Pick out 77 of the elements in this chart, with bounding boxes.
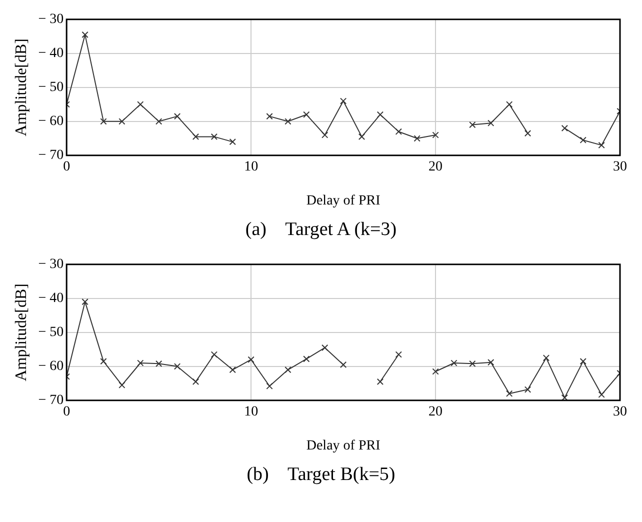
point bbox=[82, 298, 88, 306]
point bbox=[82, 31, 88, 38]
x-tick-label: 30 bbox=[613, 159, 627, 174]
point bbox=[598, 391, 605, 398]
point bbox=[192, 133, 200, 140]
point bbox=[524, 130, 532, 137]
x-axis-title: Delay of PRI bbox=[306, 193, 381, 208]
point bbox=[414, 135, 420, 142]
point bbox=[192, 378, 200, 386]
x-tick-label: 30 bbox=[613, 404, 627, 420]
point bbox=[580, 136, 586, 144]
point bbox=[506, 101, 513, 108]
point bbox=[542, 354, 550, 362]
y-axis-title: Amplitude[dB] bbox=[12, 284, 30, 382]
point bbox=[156, 118, 162, 125]
text: (a) Target A (k=3) bbox=[244, 219, 398, 241]
point bbox=[174, 112, 181, 120]
point bbox=[488, 358, 494, 366]
point bbox=[174, 363, 181, 370]
point bbox=[469, 121, 476, 128]
x-axis-title: Delay of PRI bbox=[306, 438, 381, 454]
point bbox=[118, 118, 126, 125]
point bbox=[322, 344, 328, 352]
point bbox=[488, 120, 494, 126]
text: (b) Target B(k=5) bbox=[246, 464, 396, 486]
point bbox=[432, 132, 439, 138]
x-tick-label: 20 bbox=[428, 159, 443, 174]
point bbox=[303, 111, 310, 118]
point bbox=[100, 358, 107, 365]
y-tick-label: − 70 bbox=[38, 148, 64, 164]
y-tick-label: − 40 bbox=[38, 46, 64, 62]
x-tick-label: 0 bbox=[63, 159, 70, 174]
point bbox=[210, 133, 218, 140]
point bbox=[303, 356, 310, 362]
y-tick-label: − 50 bbox=[38, 80, 64, 96]
point bbox=[118, 382, 126, 388]
point bbox=[432, 368, 439, 375]
point bbox=[561, 124, 568, 132]
point bbox=[248, 356, 254, 363]
point bbox=[358, 133, 366, 140]
point bbox=[137, 360, 144, 366]
point bbox=[340, 361, 347, 368]
point bbox=[210, 351, 218, 358]
point bbox=[266, 112, 273, 120]
point bbox=[395, 128, 402, 135]
x-tick-label: 0 bbox=[63, 404, 70, 420]
y-tick-label: − 30 bbox=[38, 12, 64, 28]
point bbox=[598, 142, 605, 149]
point bbox=[340, 98, 347, 104]
point bbox=[322, 132, 328, 138]
point bbox=[580, 358, 586, 365]
point bbox=[376, 378, 384, 386]
point bbox=[561, 394, 568, 400]
point bbox=[137, 101, 144, 108]
point bbox=[395, 351, 402, 358]
x-tick-label: 20 bbox=[428, 404, 443, 420]
point bbox=[156, 360, 162, 368]
x-tick-label: 10 bbox=[244, 159, 258, 174]
point bbox=[229, 366, 236, 374]
y-tick-label: − 30 bbox=[38, 257, 64, 272]
point bbox=[266, 382, 273, 390]
point bbox=[100, 118, 107, 125]
y-tick-label: − 60 bbox=[38, 359, 64, 374]
y-tick-label: − 70 bbox=[38, 393, 64, 408]
y-tick-label: − 50 bbox=[38, 325, 64, 340]
y-tick-label: − 60 bbox=[38, 114, 64, 130]
point bbox=[284, 118, 292, 125]
point bbox=[284, 366, 292, 374]
point bbox=[524, 386, 532, 393]
point bbox=[229, 138, 236, 146]
x-tick-label: 10 bbox=[244, 404, 258, 420]
point bbox=[469, 360, 476, 368]
y-tick-label: − 40 bbox=[38, 291, 64, 306]
y-axis-title: Amplitude[dB] bbox=[12, 38, 30, 136]
point bbox=[506, 390, 513, 397]
point bbox=[450, 360, 458, 366]
point bbox=[376, 111, 384, 118]
